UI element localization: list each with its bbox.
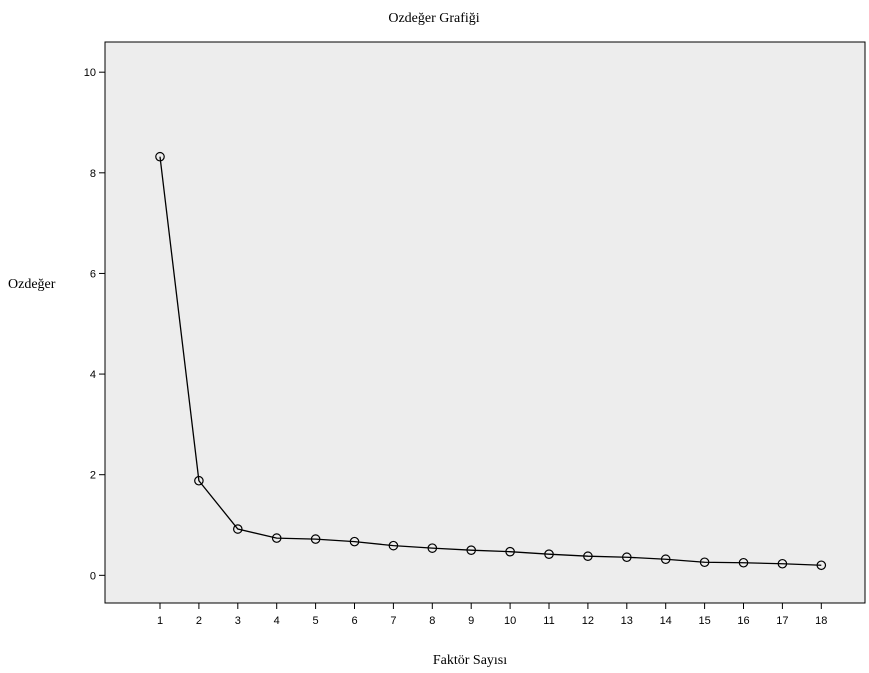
- data-point: [699, 557, 710, 568]
- x-tick-label: 9: [468, 615, 474, 627]
- x-tick-label: 18: [815, 615, 827, 627]
- data-point: [621, 552, 632, 563]
- x-tick-label: 1: [157, 615, 163, 627]
- x-tick-label: 2: [196, 615, 202, 627]
- y-tick-label: 4: [90, 369, 96, 381]
- x-tick-label: 10: [504, 615, 516, 627]
- y-tick-label: 2: [90, 470, 96, 482]
- data-point: [660, 554, 671, 565]
- x-tick-label: 7: [390, 615, 396, 627]
- data-point: [466, 545, 476, 555]
- data-points: [155, 151, 827, 571]
- data-point: [505, 546, 515, 557]
- data-point: [271, 533, 282, 543]
- y-axis-label: Ozdeğer: [8, 277, 56, 292]
- x-tick-label: 8: [429, 615, 435, 627]
- chart-title: Ozdeğer Grafiği: [388, 11, 479, 26]
- y-axis: 0 2 4 6 8 10: [84, 67, 105, 582]
- x-tick-label: 14: [660, 615, 672, 627]
- x-tick-label: 6: [351, 615, 357, 627]
- x-axis: 1 2 3 4 5 6 7 8 9 10 11 12 13 14 15 16 17 18: [157, 603, 827, 627]
- data-point: [155, 151, 165, 162]
- y-tick-label: 10: [84, 67, 96, 79]
- x-tick-label: 12: [582, 615, 594, 627]
- x-tick-label: 5: [313, 615, 319, 627]
- x-tick-label: 15: [698, 615, 710, 627]
- data-point: [194, 475, 204, 486]
- y-tick-label: 8: [90, 168, 96, 180]
- data-point: [777, 558, 788, 569]
- data-point: [427, 543, 438, 553]
- series-line: [159, 156, 822, 566]
- x-tick-label: 3: [235, 615, 241, 627]
- x-tick-label: 16: [737, 615, 749, 627]
- plot-area: [104, 41, 866, 604]
- data-point: [349, 536, 360, 547]
- y-tick-label: 6: [90, 268, 96, 280]
- data-point: [738, 557, 749, 568]
- x-tick-label: 4: [274, 615, 280, 627]
- data-point: [388, 540, 399, 551]
- data-point: [583, 551, 593, 562]
- x-tick-label: 17: [776, 615, 788, 627]
- x-tick-label: 11: [543, 615, 554, 627]
- y-tick-label: 0: [90, 570, 96, 582]
- data-point: [233, 524, 243, 534]
- data-point: [816, 560, 827, 571]
- data-point: [310, 534, 321, 544]
- x-axis-label: Faktör Sayısı: [433, 653, 507, 668]
- x-tick-label: 13: [621, 615, 633, 627]
- data-point: [544, 549, 554, 559]
